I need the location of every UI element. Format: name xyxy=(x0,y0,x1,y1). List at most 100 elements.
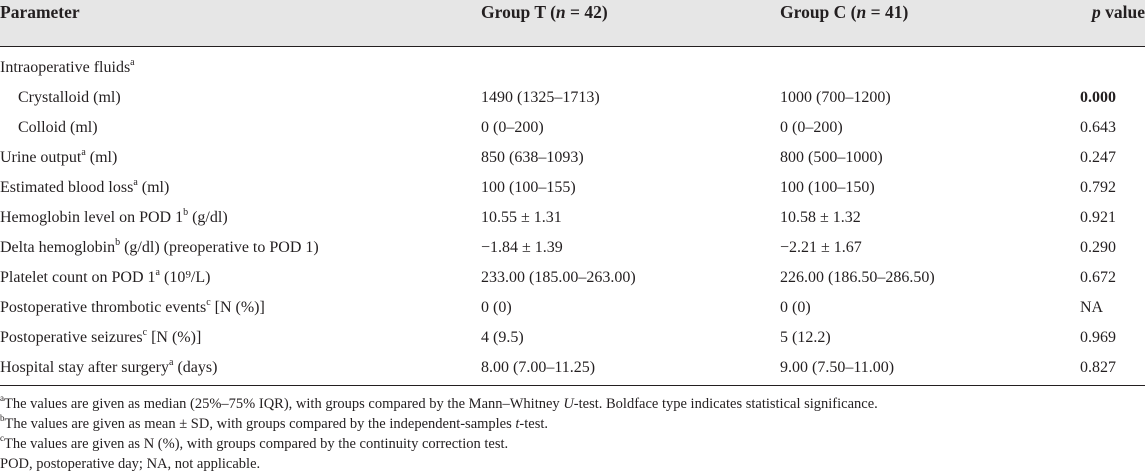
footnote-abbrev: POD, postoperative day; NA, not applicab… xyxy=(0,456,260,473)
cell-parameter: Hemoglobin level on POD 1b (g/dl) xyxy=(0,206,228,230)
cell-group-c: 800 (500–1000) xyxy=(780,149,883,166)
table-row: Estimated blood lossa (ml) 100 (100–155) 1… xyxy=(0,176,1145,206)
cell-parameter: Urine outputa (ml) xyxy=(0,146,117,170)
parameter-footnote-marker: b xyxy=(183,206,189,218)
table-row: Platelet count on POD 1a (10⁹/L) 233.00 (… xyxy=(0,266,1145,296)
parameter-unit: (g/dl) xyxy=(188,209,228,226)
parameter-footnote-marker: c xyxy=(206,296,211,308)
cell-p-value: 0.000 xyxy=(1080,89,1116,106)
table-row: Crystalloid (ml) 1490 (1325–1713) 1000 (70… xyxy=(0,86,1145,116)
cell-group-c: 10.58 ± 1.32 xyxy=(780,209,861,226)
cell-group-t: 1490 (1325–1713) xyxy=(481,89,600,106)
footnote-a-u: U xyxy=(563,396,574,412)
footnote-c: cThe values are given as N (%), with gro… xyxy=(0,433,508,453)
header-p-value: p value xyxy=(1092,0,1145,46)
cell-group-c: 0 (0–200) xyxy=(780,119,843,136)
parameter-unit: (ml) xyxy=(137,179,170,196)
cell-group-t: 850 (638–1093) xyxy=(481,149,584,166)
table-row: Urine outputa (ml) 850 (638–1093) 800 (500… xyxy=(0,146,1145,176)
cell-parameter: Delta hemoglobinb (g/dl) (preoperative t… xyxy=(0,236,319,260)
header-group-c-n: n xyxy=(856,2,867,22)
cell-group-t: 0 (0) xyxy=(481,299,512,316)
table-row: Intraoperative fluidsa xyxy=(0,56,1145,86)
table-row: Hospital stay after surgerya (days) 8.00 … xyxy=(0,356,1145,386)
header-group-c-eq: = 41) xyxy=(866,2,909,22)
parameter-text: Intraoperative fluids xyxy=(0,59,131,76)
table-row: Postoperative thrombotic eventsc [N (%)]… xyxy=(0,296,1145,326)
footnote-abbrev-text: POD, postoperative day; NA, not applicab… xyxy=(0,456,261,472)
header-group-t: Group T (n = 42) xyxy=(481,0,608,46)
header-group-t-n: n xyxy=(555,2,566,22)
cell-parameter: Hospital stay after surgerya (days) xyxy=(0,356,217,380)
parameter-footnote-marker: a xyxy=(169,356,174,368)
header-group-c-label: Group C ( xyxy=(780,2,857,22)
cell-p-value: 0.827 xyxy=(1080,359,1116,376)
cell-p-value: 0.792 xyxy=(1080,179,1116,196)
parameter-unit: (ml) xyxy=(85,149,118,166)
cell-parameter: Estimated blood lossa (ml) xyxy=(0,176,169,200)
cell-group-c: 0 (0) xyxy=(780,299,811,316)
table-header: Parameter Group T (n = 42) Group C (n = … xyxy=(0,0,1145,47)
cell-group-t: 4 (9.5) xyxy=(481,329,524,346)
parameter-unit: (10⁹/L) xyxy=(160,269,211,286)
cell-group-c: 100 (100–150) xyxy=(780,179,875,196)
parameter-footnote-marker: a xyxy=(130,56,135,68)
cell-parameter: Postoperative seizuresc [N (%)] xyxy=(0,326,201,350)
footnote-b-marker: b xyxy=(0,413,5,424)
cell-group-t: 8.00 (7.00–11.25) xyxy=(481,359,596,376)
cell-group-c: 5 (12.2) xyxy=(780,329,831,346)
parameter-unit: (days) xyxy=(173,359,218,376)
cell-parameter: Colloid (ml) xyxy=(0,116,98,140)
footnote-b: bThe values are given as mean ± SD, with… xyxy=(0,413,549,433)
footnote-a: aThe values are given as median (25%–75%… xyxy=(0,393,878,413)
cell-parameter: Postoperative thrombotic eventsc [N (%)] xyxy=(0,296,265,320)
cell-group-c: −2.21 ± 1.67 xyxy=(780,239,862,256)
cell-group-t: 100 (100–155) xyxy=(481,179,576,196)
cell-group-t: 0 (0–200) xyxy=(481,119,544,136)
cell-p-value: 0.290 xyxy=(1080,239,1116,256)
footnote-a-marker: a xyxy=(0,393,4,404)
parameter-footnote-marker: b xyxy=(115,236,121,248)
footnote-b-t: t xyxy=(515,416,520,432)
parameter-footnote-marker: c xyxy=(142,326,148,338)
cell-group-c: 9.00 (7.50–11.00) xyxy=(780,359,895,376)
header-parameter-text: Parameter xyxy=(0,2,80,22)
parameter-unit: [N (%)] xyxy=(210,299,265,316)
cell-p-value: 0.247 xyxy=(1080,149,1116,166)
cell-p-value: 0.643 xyxy=(1080,119,1116,136)
parameter-text: Urine output xyxy=(0,149,82,166)
parameter-text: Postoperative thrombotic events xyxy=(0,299,207,316)
footnote-a-text-1: The values are given as median (25%–75% … xyxy=(4,396,564,412)
cell-parameter: Intraoperative fluidsa xyxy=(0,56,135,80)
table-row: Colloid (ml) 0 (0–200) 0 (0–200) 0.643 xyxy=(0,116,1145,146)
cell-group-c: 226.00 (186.50–286.50) xyxy=(780,269,935,286)
parameter-text: Hemoglobin level on POD 1 xyxy=(0,209,184,226)
parameter-unit: [N (%)] xyxy=(147,329,202,346)
table-row: Hemoglobin level on POD 1b (g/dl) 10.55 ±… xyxy=(0,206,1145,236)
header-group-t-eq: = 42) xyxy=(565,2,608,22)
table-row: Delta hemoglobinb (g/dl) (preoperative t… xyxy=(0,236,1145,266)
parameter-footnote-marker: a xyxy=(81,146,86,158)
parameter-unit: (g/dl) (preoperative to POD 1) xyxy=(120,239,319,256)
cell-p-value: NA xyxy=(1080,299,1104,316)
footnote-b-text-2: -test. xyxy=(519,416,549,432)
header-p-text: value xyxy=(1100,2,1145,22)
header-group-t-label: Group T ( xyxy=(481,2,556,22)
cell-group-t: 10.55 ± 1.31 xyxy=(481,209,562,226)
footnote-a-text-2: -test. Boldface type indicates statistic… xyxy=(573,396,878,412)
cell-parameter: Crystalloid (ml) xyxy=(0,86,121,110)
cell-group-t: 233.00 (185.00–263.00) xyxy=(481,269,636,286)
parameter-footnote-marker: a xyxy=(155,266,160,278)
parameter-text: Crystalloid (ml) xyxy=(18,89,121,106)
parameter-text: Hospital stay after surgery xyxy=(0,359,169,376)
parameter-text: Colloid (ml) xyxy=(18,119,98,136)
footnote-b-text-1: The values are given as mean ± SD, with … xyxy=(4,416,516,432)
cell-p-value: 0.921 xyxy=(1080,209,1116,226)
footnote-c-marker: c xyxy=(0,433,4,444)
parameter-text: Delta hemoglobin xyxy=(0,239,116,256)
cell-parameter: Platelet count on POD 1a (10⁹/L) xyxy=(0,266,210,290)
cell-p-value: 0.969 xyxy=(1080,329,1116,346)
parameter-text: Platelet count on POD 1 xyxy=(0,269,156,286)
header-p-italic: p xyxy=(1092,2,1101,22)
